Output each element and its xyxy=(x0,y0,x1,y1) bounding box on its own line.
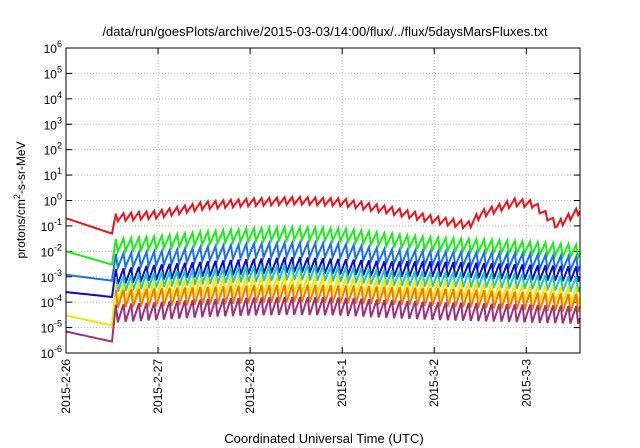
x-axis: 2015-2-26 2015-2-27 2015-2-28 2015-3-1 2015-… xyxy=(59,48,533,414)
y-tick-label: 10-5 xyxy=(41,319,62,336)
x-tick-label: 2015-2-28 xyxy=(243,359,257,414)
x-tick-label: 2015-2-26 xyxy=(59,359,73,414)
x-tick-label: 2015-3-1 xyxy=(335,359,349,407)
series-lines xyxy=(65,194,581,343)
series-line-6 xyxy=(65,275,581,327)
x-tick-label: 2015-3-3 xyxy=(519,359,533,407)
y-tick-label: 10-6 xyxy=(41,344,62,361)
plot-frame xyxy=(65,47,581,354)
y-tick-label: 10-3 xyxy=(41,268,62,285)
y-tick-label: 102 xyxy=(44,141,62,158)
y-tick-label: 10-4 xyxy=(41,293,62,310)
y-tick-label: 105 xyxy=(44,64,62,81)
y-tick-label: 10-1 xyxy=(41,217,62,234)
y-axis-label: protons/cm2-s-sr-MeV xyxy=(12,141,28,258)
x-axis-label: Coordinated Universal Time (UTC) xyxy=(224,431,423,446)
series-line-2 xyxy=(65,223,581,266)
y-tick-label: 104 xyxy=(44,90,62,107)
chart-title: /data/run/goesPlots/archive/2015-03-03/1… xyxy=(102,24,548,39)
x-tick-label: 2015-3-2 xyxy=(427,359,441,407)
y-tick-label: 103 xyxy=(44,115,62,132)
y-tick-label: 106 xyxy=(44,39,62,56)
x-tick-label: 2015-2-27 xyxy=(151,359,165,414)
series-line-3 xyxy=(65,238,581,282)
series-line-5 xyxy=(114,264,581,293)
y-tick-label: 101 xyxy=(44,166,62,183)
y-tick-label: 100 xyxy=(44,192,62,209)
series-line-4 xyxy=(65,256,581,299)
series-line-8 xyxy=(65,296,581,343)
series-line-1 xyxy=(65,194,581,235)
y-tick-label: 10-2 xyxy=(41,242,62,259)
y-axis: 10-6 10-5 10-4 10-3 10-2 10-1 100 101 102 103 104 1… xyxy=(41,39,580,361)
series-line-7 xyxy=(114,284,581,313)
